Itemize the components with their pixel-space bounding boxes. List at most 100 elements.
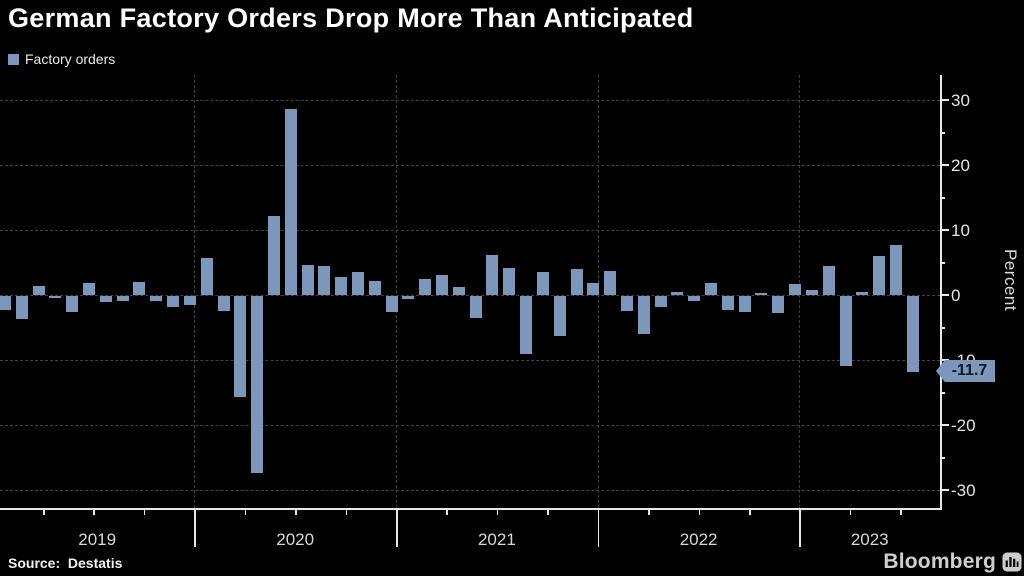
y-tick [940, 489, 949, 491]
y-tick-label: -30 [951, 481, 976, 500]
quarter-tick [143, 510, 146, 515]
bar [637, 296, 650, 334]
legend: Factory orders [8, 51, 115, 67]
bar [352, 271, 364, 295]
quarter-tick [345, 510, 348, 515]
bar [49, 296, 62, 298]
quarter-tick [849, 510, 852, 515]
y-minor-tick [940, 326, 945, 329]
y-minor-tick [940, 131, 945, 134]
gridline-h [0, 164, 940, 166]
bar [234, 296, 247, 398]
bar [553, 296, 566, 337]
bar [889, 244, 902, 295]
bar [99, 296, 112, 302]
y-minor-tick [940, 261, 945, 264]
y-minor-tick [940, 391, 945, 394]
y-tick-label: 10 [951, 221, 970, 240]
bar [822, 266, 835, 295]
bar [116, 296, 129, 302]
bar [906, 296, 919, 373]
bar [469, 296, 482, 319]
bar [452, 286, 465, 295]
quarter-tick [496, 510, 499, 515]
bar [217, 296, 230, 311]
bar [620, 296, 633, 311]
bar [755, 293, 768, 295]
quarter-tick [648, 510, 650, 515]
bar [284, 109, 297, 295]
bar [789, 283, 802, 295]
plot-area [0, 75, 940, 508]
bar [570, 269, 583, 295]
y-minor-tick [940, 196, 945, 199]
callout-value: -11.7 [951, 362, 988, 379]
y-tick [940, 359, 949, 361]
y-tick [940, 99, 949, 101]
bar [66, 296, 79, 312]
bloomberg-wordmark: Bloomberg [883, 550, 996, 573]
year-divider-tick [396, 510, 398, 547]
gridline-h [0, 99, 940, 101]
bar [385, 296, 398, 313]
bar [402, 296, 415, 300]
year-label: 2021 [477, 530, 516, 549]
bloomberg-logo: Bloomberg [883, 550, 1022, 574]
value-callout: -11.7 [936, 360, 995, 382]
bar [839, 296, 852, 367]
quarter-tick [43, 510, 45, 515]
quarter-tick [93, 510, 95, 515]
bar [368, 280, 381, 295]
y-tick-label: -20 [951, 416, 976, 435]
y-tick [940, 424, 949, 426]
bar [183, 296, 196, 306]
bar [32, 285, 45, 295]
y-tick-label: 20 [951, 156, 970, 175]
x-axis-line [0, 508, 942, 510]
bar [520, 296, 533, 354]
bloomberg-terminal-icon [1002, 552, 1022, 572]
quarter-tick [900, 510, 902, 515]
bar [873, 256, 886, 295]
bar [536, 271, 549, 295]
legend-label: Factory orders [25, 51, 116, 67]
bar [15, 296, 28, 320]
bar [419, 278, 432, 295]
bar [503, 267, 516, 295]
year-divider-tick [597, 510, 600, 547]
y-axis-line [940, 75, 942, 509]
gridline-h [0, 359, 940, 361]
gridline-v [194, 75, 196, 508]
y-tick [940, 164, 949, 166]
bar [486, 254, 499, 295]
year-divider-tick [799, 510, 801, 547]
year-label: 2023 [850, 530, 889, 549]
bar [705, 282, 718, 295]
source-prefix: Source: [8, 555, 61, 571]
year-divider-tick [194, 510, 196, 547]
quarter-tick [244, 510, 247, 515]
y-tick-label: 30 [951, 91, 970, 110]
bar [436, 274, 449, 295]
bar [772, 296, 785, 313]
quarter-tick [749, 510, 751, 515]
bar [604, 270, 617, 295]
bar [805, 290, 818, 295]
y-tick [940, 294, 949, 296]
y-tick-label: 0 [951, 286, 961, 305]
bar [671, 291, 684, 295]
year-label: 2019 [78, 530, 117, 549]
bar [251, 296, 264, 473]
bar [654, 296, 667, 308]
source-label: Source: Destatis [8, 555, 122, 571]
gridline-h [0, 294, 940, 296]
gridline-v [396, 75, 398, 508]
bar [83, 282, 96, 295]
bar [133, 282, 146, 295]
source-name: Destatis [67, 555, 123, 571]
bar [167, 296, 180, 308]
bar [688, 296, 701, 301]
quarter-tick [446, 510, 448, 515]
bar [0, 296, 11, 311]
